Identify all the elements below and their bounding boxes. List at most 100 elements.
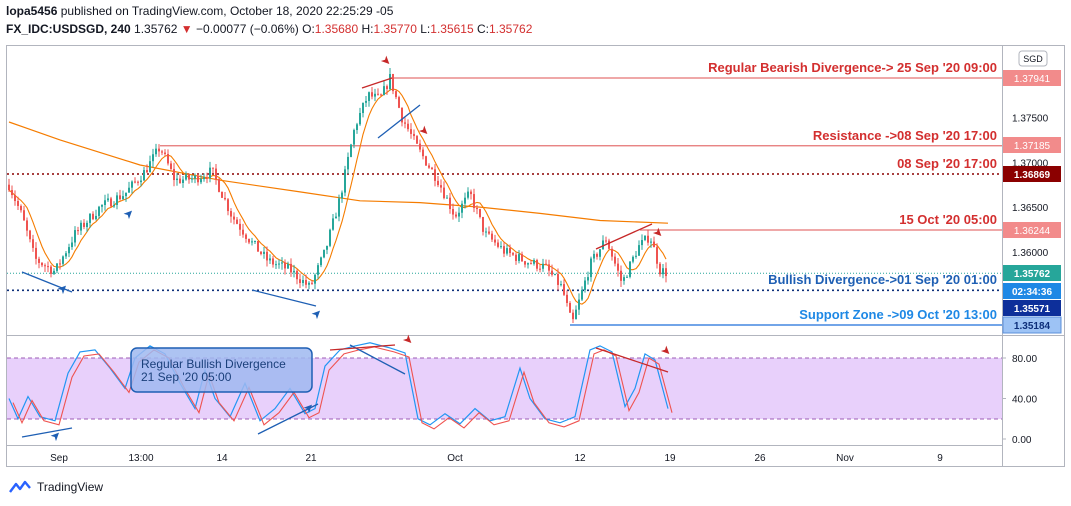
candle-body — [200, 179, 202, 183]
candle-body — [17, 201, 19, 206]
price-tag-bg — [1003, 283, 1061, 299]
candle-body — [494, 239, 496, 243]
candle-body — [116, 195, 118, 205]
candle-body — [236, 219, 238, 224]
candle-body — [122, 196, 124, 200]
candle-body — [629, 261, 631, 277]
candle-body — [287, 263, 289, 269]
candle-body — [521, 254, 523, 262]
price-tag-bg — [1003, 166, 1061, 182]
candle-body — [470, 191, 472, 195]
symbol-label: FX_IDC:USDSGD, 240 — [6, 22, 131, 36]
candle-body — [449, 197, 451, 210]
time-tick-label: 14 — [216, 453, 228, 464]
candle-body — [35, 247, 37, 259]
candle-body — [383, 86, 385, 96]
candle-body — [584, 280, 586, 290]
high-value: 1.35770 — [373, 22, 417, 36]
price-tick-label: 1.37500 — [1012, 114, 1049, 125]
candle-body — [554, 273, 556, 275]
candle-body — [581, 289, 583, 300]
candle-body — [329, 229, 331, 246]
bullish-trendline — [21, 271, 73, 293]
candle-body — [146, 170, 148, 173]
currency-badge-bg[interactable] — [1018, 50, 1048, 67]
candle-body — [548, 264, 550, 271]
callout-box[interactable] — [130, 347, 313, 393]
candle-body — [275, 264, 277, 266]
candle-body — [539, 268, 541, 270]
candle-body — [602, 240, 604, 250]
candle-body — [365, 100, 367, 103]
candle-body — [128, 187, 130, 193]
candle-body — [593, 253, 595, 259]
candle-body — [26, 220, 28, 231]
candle-body — [632, 256, 634, 262]
candle-body — [392, 74, 394, 92]
candle-body — [569, 303, 571, 313]
candle-body — [368, 92, 370, 101]
candle-body — [38, 258, 40, 263]
candle-body — [20, 205, 22, 211]
candle-body — [665, 268, 667, 277]
osc-bearish-trendline — [595, 347, 669, 373]
tradingview-footer[interactable]: TradingView — [8, 480, 103, 494]
candle-body — [500, 246, 502, 248]
candle-body — [290, 263, 292, 273]
down-arrow-icon: ▼ — [180, 22, 193, 36]
breakout-trendline — [377, 104, 421, 139]
candle-body — [542, 263, 544, 269]
open-value: 1.35680 — [314, 22, 359, 36]
candle-body — [86, 222, 88, 227]
candle-body — [434, 169, 436, 181]
candle-body — [575, 309, 577, 320]
low-value: 1.35615 — [430, 22, 474, 36]
price-tag-bg — [1003, 70, 1061, 86]
price-tag-label: 1.37185 — [1014, 141, 1051, 152]
candle-body — [563, 284, 565, 295]
candle-body — [506, 248, 508, 254]
price-tag-label: 1.35184 — [1014, 321, 1051, 332]
candle-body — [536, 260, 538, 269]
candle-body — [485, 231, 487, 233]
author-name[interactable]: lopa5456 — [6, 4, 58, 18]
candle-body — [530, 263, 532, 265]
time-tick-label: 12 — [574, 453, 586, 464]
candle-body — [566, 294, 568, 304]
candle-body — [401, 107, 403, 123]
candle-body — [65, 253, 67, 257]
candle-body — [80, 222, 82, 231]
callout-line2: 21 Sep '20 05:00 — [141, 370, 232, 384]
candle-body — [614, 256, 616, 264]
candle-body — [206, 177, 208, 179]
price-tag-bg — [1003, 222, 1061, 238]
candle-body — [83, 222, 85, 227]
candle-body — [338, 198, 340, 217]
candle-body — [50, 266, 52, 274]
price-tag-bg — [1002, 316, 1062, 334]
candle-body — [323, 249, 325, 258]
candle-body — [134, 181, 136, 183]
candle-body — [161, 151, 163, 153]
candle-body — [107, 198, 109, 201]
candle-body — [95, 215, 97, 220]
sell-arrow-icon: ➤ — [378, 52, 395, 69]
candle-body — [254, 240, 256, 242]
candle-body — [650, 241, 652, 243]
candle-body — [635, 255, 637, 257]
candle-body — [125, 192, 127, 197]
osc-bullish-trendline — [257, 403, 319, 435]
candle-body — [203, 177, 205, 180]
candle-body — [260, 251, 262, 254]
candle-body — [158, 148, 160, 152]
candle-body — [662, 268, 664, 275]
buy-arrow-icon: ➤ — [54, 280, 71, 297]
candle-body — [560, 284, 562, 286]
candle-body — [296, 270, 298, 280]
candle-body — [62, 256, 64, 264]
candle-body — [89, 213, 91, 223]
stoch-d-line — [12, 346, 673, 430]
last-price: 1.35762 — [134, 22, 178, 36]
candle-body — [317, 265, 319, 275]
